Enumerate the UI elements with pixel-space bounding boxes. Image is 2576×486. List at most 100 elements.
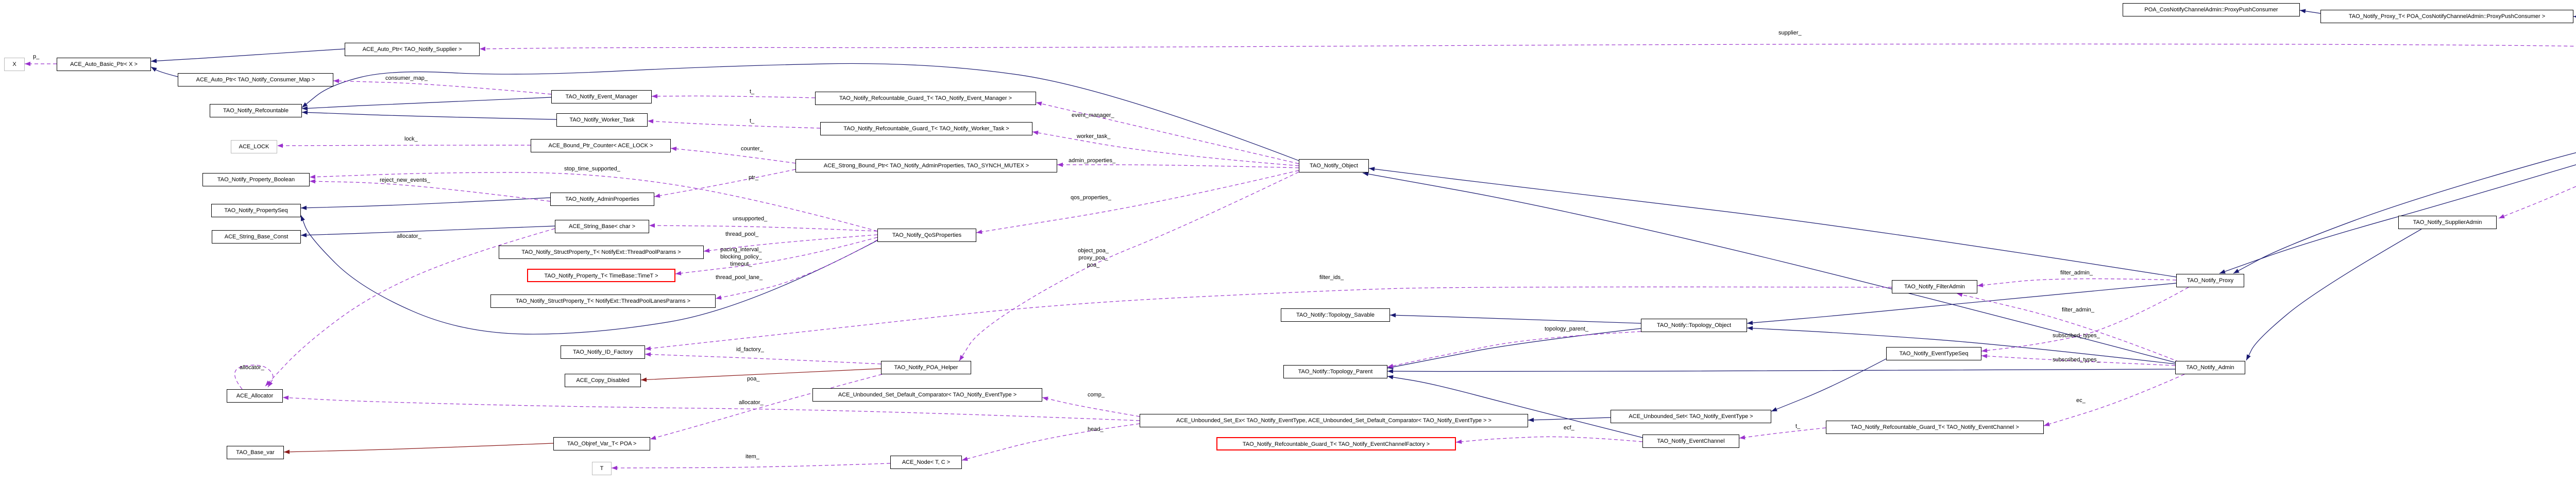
edge-supplier_admin-to-tao_notify_admin bbox=[2246, 229, 2422, 361]
edge-label-supplier: supplier_ bbox=[1778, 30, 1802, 36]
class-node-tao_notify_id_factory[interactable]: TAO_Notify_ID_Factory bbox=[561, 345, 645, 359]
class-node-tao_notify_worker_task[interactable]: TAO_Notify_Worker_Task bbox=[556, 113, 648, 127]
edge-tao_notify_admin-to-guard_event_channel bbox=[2043, 374, 2185, 426]
edge-tao_notify_qosproperties-to-ace_string_base_char bbox=[649, 225, 878, 232]
edge-label-filter_admin: filter_admin_ bbox=[2062, 307, 2094, 313]
class-node-tao_notify_event_manager[interactable]: TAO_Notify_Event_Manager bbox=[551, 90, 652, 103]
edge-tao_notify_admin-to-topology_object bbox=[1747, 327, 2176, 364]
class-node-ace_auto_ptr_consumer_map[interactable]: ACE_Auto_Ptr< TAO_Notify_Consumer_Map > bbox=[178, 73, 333, 86]
class-node-poa_skeleton[interactable]: POA_CosNotifyChannelAdmin::ProxyPushCons… bbox=[2123, 3, 2300, 16]
class-node-tao_notify_property_boolean[interactable]: TAO_Notify_Property_Boolean bbox=[202, 173, 310, 186]
class-node-ace_string_base_char[interactable]: ACE_String_Base< char > bbox=[555, 220, 649, 233]
class-node-ace_copy_disabled[interactable]: ACE_Copy_Disabled bbox=[565, 374, 641, 387]
class-node-guard_worker_task[interactable]: TAO_Notify_Refcountable_Guard_T< TAO_Not… bbox=[820, 122, 1032, 135]
class-node-property_t_timebase[interactable]: TAO_Notify_Property_T< TimeBase::TimeT > bbox=[527, 269, 675, 282]
arrowhead-ace_string_base_const bbox=[301, 233, 307, 237]
class-node-t_box[interactable]: T bbox=[592, 462, 612, 475]
edge-ace_allocator-to-ace_allocator bbox=[234, 364, 274, 390]
class-node-set_eventtype[interactable]: ACE_Unbounded_Set< TAO_Notify_EventType … bbox=[1611, 410, 1771, 423]
class-node-tao_objref_var_t_poa[interactable]: TAO_Objref_Var_T< POA > bbox=[553, 437, 650, 450]
class-node-ace_auto_basic_ptr[interactable]: ACE_Auto_Basic_Ptr< X > bbox=[57, 58, 151, 71]
class-node-x_box[interactable]: X bbox=[4, 58, 25, 71]
class-node-tao_notify_proxy[interactable]: TAO_Notify_Proxy bbox=[2176, 274, 2244, 287]
edge-tao_notify_qosproperties-to-struct_property_threadpool bbox=[703, 234, 878, 252]
class-node-ace_node[interactable]: ACE_Node< T, C > bbox=[890, 456, 962, 469]
class-node-tao_notify_admin[interactable]: TAO_Notify_Admin bbox=[2175, 361, 2245, 374]
class-node-tao_notify_poa_helper[interactable]: TAO_Notify_POA_Helper bbox=[881, 361, 971, 374]
class-node-event_channel[interactable]: TAO_Notify_EventChannel bbox=[1642, 435, 1739, 448]
class-node-topology_object[interactable]: TAO_Notify::Topology_Object bbox=[1641, 319, 1747, 332]
class-node-tao_notify_adminproperties[interactable]: TAO_Notify_AdminProperties bbox=[550, 193, 654, 206]
arrowhead-topology_parent bbox=[1387, 369, 1394, 374]
class-node-event_type_seq[interactable]: TAO_Notify_EventTypeSeq bbox=[1886, 347, 1981, 360]
class-node-comparator[interactable]: ACE_Unbounded_Set_Default_Comparator< TA… bbox=[812, 388, 1042, 402]
arrowhead-ace_auto_ptr_supplier bbox=[480, 46, 486, 51]
class-node-tao_notify_propertyseq[interactable]: TAO_Notify_PropertySeq bbox=[211, 204, 301, 217]
class-node-tao_notify_refcountable[interactable]: TAO_Notify_Refcountable bbox=[210, 104, 302, 117]
arrowhead-topology_savable bbox=[1390, 313, 1396, 318]
edge-event_channel-to-topology_parent bbox=[1387, 376, 1643, 438]
edge-label-reject_new_events: reject_new_events_ bbox=[380, 177, 430, 183]
edge-tao_notify_admin-to-topology_parent bbox=[1387, 369, 2176, 372]
class-node-set_ex[interactable]: ACE_Unbounded_Set_Ex< TAO_Notify_EventTy… bbox=[1140, 414, 1528, 427]
class-node-strong_bound_ptr[interactable]: ACE_Strong_Bound_Ptr< TAO_Notify_AdminPr… bbox=[795, 159, 1057, 172]
edge-tao_notify_object-to-tao_notify_qosproperties bbox=[976, 170, 1299, 233]
edge-tao_notify_object-to-guard_event_manager bbox=[1036, 102, 1299, 164]
class-node-ace_allocator[interactable]: ACE_Allocator bbox=[227, 389, 283, 403]
class-node-tao_base_var[interactable]: TAO_Base_var bbox=[227, 446, 284, 459]
arrowhead-poa_skeleton bbox=[2300, 9, 2306, 13]
arrowhead-tao_notify_proxy bbox=[2233, 269, 2240, 273]
arrowhead-filter_admin bbox=[1957, 292, 1963, 297]
arrowhead-event_channel bbox=[1739, 435, 1745, 440]
edge-tao_notify_proxy-to-filter_admin bbox=[1977, 278, 2177, 286]
edge-label-ec: ec_ bbox=[2076, 397, 2086, 404]
edge-label-t: t_ bbox=[1795, 423, 1801, 429]
arrowhead-struct_property_threadpoollanes bbox=[716, 295, 722, 300]
class-node-topology_savable[interactable]: TAO_Notify::Topology_Savable bbox=[1281, 308, 1390, 322]
edge-label-poa: poa_ bbox=[747, 376, 760, 382]
edge-guard_worker_task-to-tao_notify_worker_task bbox=[647, 120, 821, 129]
class-node-ace_auto_ptr_supplier[interactable]: ACE_Auto_Ptr< TAO_Notify_Supplier > bbox=[345, 43, 480, 56]
arrowhead-guard_event_channel bbox=[2044, 422, 2050, 426]
edge-guard_event_manager-to-tao_notify_event_manager bbox=[651, 95, 816, 98]
class-node-guard_event_channel[interactable]: TAO_Notify_Refcountable_Guard_T< TAO_Not… bbox=[1826, 421, 2044, 434]
class-node-proxy_t[interactable]: TAO_Notify_Proxy_T< POA_CosNotifyChannel… bbox=[2320, 10, 2573, 23]
edge-label-filter_ids: filter_ids_ bbox=[1319, 274, 1344, 281]
arrowhead-comparator bbox=[1042, 396, 1048, 401]
arrowhead-ace_string_base_char bbox=[649, 223, 655, 228]
edge-label-thread_pool: thread_pool_ bbox=[725, 231, 759, 237]
edge-tao_notify_qosproperties-to-struct_property_threadpoollanes bbox=[715, 239, 878, 299]
edge-label-subscribed_types: subscribed_types_ bbox=[2053, 333, 2100, 339]
arrowhead-tao_notify_id_factory bbox=[645, 352, 651, 357]
arrowhead-tao_notify_adminproperties bbox=[654, 193, 660, 198]
arrowhead-tao_notify_id_factory bbox=[645, 346, 651, 351]
class-node-struct_property_threadpoollanes[interactable]: TAO_Notify_StructProperty_T< NotifyExt::… bbox=[490, 294, 716, 308]
class-node-tao_notify_qosproperties[interactable]: TAO_Notify_QoSProperties bbox=[877, 229, 976, 242]
edge-label-ecf: ecf_ bbox=[1564, 425, 1574, 431]
class-node-struct_property_threadpool[interactable]: TAO_Notify_StructProperty_T< NotifyExt::… bbox=[499, 246, 704, 259]
class-node-topology_parent[interactable]: TAO_Notify::Topology_Parent bbox=[1283, 365, 1387, 378]
class-node-filter_admin[interactable]: TAO_Notify_FilterAdmin bbox=[1892, 280, 1977, 293]
edge-tao_notify_poa_helper-to-tao_notify_id_factory bbox=[645, 354, 882, 364]
arrowhead-proxy_t bbox=[2573, 15, 2576, 18]
edge-tao_notify_qosproperties-to-tao_notify_property_boolean bbox=[309, 172, 878, 232]
arrowhead-tao_notify_poa_helper bbox=[959, 355, 964, 361]
arrowhead-ace_allocator bbox=[268, 381, 273, 387]
class-node-tao_notify_object[interactable]: TAO_Notify_Object bbox=[1299, 159, 1369, 172]
edge-proxy_consumer_t-to-proxy_t bbox=[2573, 16, 2576, 17]
edge-label-allocator: allocator_ bbox=[739, 400, 764, 406]
edge-tao_notify_event_manager-to-ace_auto_ptr_consumer_map bbox=[333, 80, 552, 95]
class-node-ace_bound_ptr_counter[interactable]: ACE_Bound_Ptr_Counter< ACE_LOCK > bbox=[531, 139, 671, 152]
arrowhead-t_box bbox=[612, 465, 618, 471]
edge-topology_object-to-topology_parent bbox=[1387, 328, 1641, 369]
class-node-ace_lock[interactable]: ACE_LOCK bbox=[231, 140, 277, 153]
edge-label-topology_parent: topology_parent_ bbox=[1545, 326, 1589, 332]
class-node-supplier_admin[interactable]: TAO_Notify_SupplierAdmin bbox=[2398, 216, 2497, 229]
class-node-guard_ecf[interactable]: TAO_Notify_Refcountable_Guard_T< TAO_Not… bbox=[1216, 437, 1456, 450]
arrowhead-tao_notify_admin bbox=[2246, 354, 2251, 360]
class-node-ace_string_base_const[interactable]: ACE_String_Base_Const bbox=[212, 230, 301, 244]
arrowhead-tao_notify_propertyseq bbox=[300, 215, 305, 221]
class-node-guard_event_manager[interactable]: TAO_Notify_Refcountable_Guard_T< TAO_Not… bbox=[815, 92, 1036, 105]
edge-label-allocator: allocator_ bbox=[397, 233, 421, 239]
arrowhead-tao_notify_refcountable bbox=[302, 106, 308, 111]
